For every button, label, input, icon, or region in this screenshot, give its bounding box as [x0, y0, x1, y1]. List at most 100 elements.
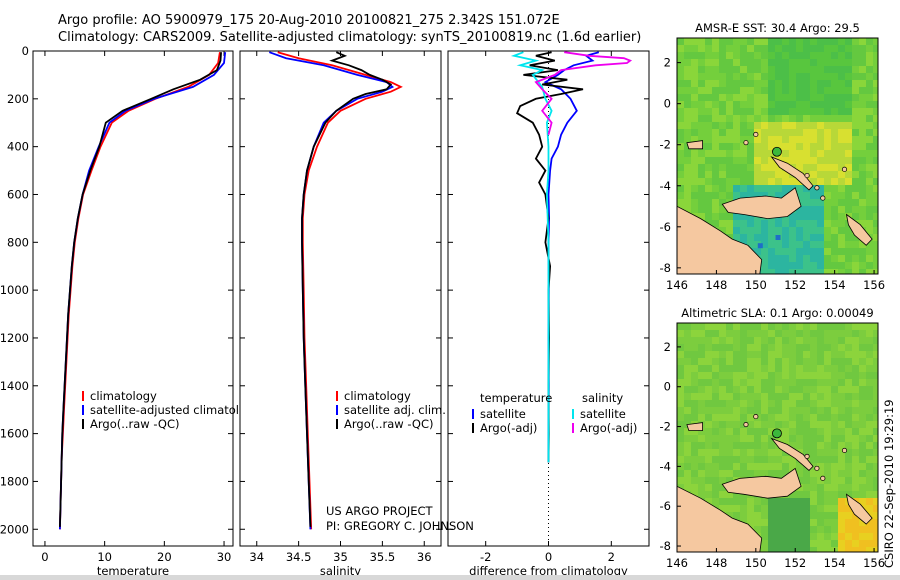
map-cell: [831, 393, 838, 400]
map-cell: [747, 164, 754, 171]
map-cell: [803, 540, 810, 547]
map-cell: [733, 442, 740, 449]
map-cell: [796, 393, 803, 400]
map-cell: [810, 400, 817, 407]
map-cell: [838, 498, 845, 505]
map-cell: [845, 358, 852, 365]
map-cell: [852, 255, 859, 262]
map-cell: [705, 80, 712, 87]
map-cell: [684, 164, 691, 171]
map-cell: [691, 414, 698, 421]
map-cell: [817, 379, 824, 386]
map-cell: [796, 337, 803, 344]
map-cell: [831, 519, 838, 526]
map-cell: [803, 115, 810, 122]
map-cell: [873, 122, 878, 129]
map-cell: [705, 456, 712, 463]
map-cell: [845, 470, 852, 477]
map-cell: [782, 498, 789, 505]
map-cell: [796, 87, 803, 94]
map-cell: [873, 101, 878, 108]
map-cell: [810, 540, 817, 547]
map-cell: [845, 171, 852, 178]
map-cell: [824, 372, 831, 379]
map-cell: [859, 456, 866, 463]
sla_map-title: Altimetric SLA: 0.1 Argo: 0.00049: [681, 306, 873, 320]
difference-xtick-label: -2: [480, 550, 491, 564]
map-cell: [698, 435, 705, 442]
map-cell: [761, 498, 768, 505]
map-cell: [740, 323, 747, 330]
map-cell: [873, 255, 878, 262]
map-cell: [831, 38, 838, 45]
map-cell: [796, 435, 803, 442]
map-cell: [859, 199, 866, 206]
map-cell: [719, 344, 726, 351]
map-cell: [789, 136, 796, 143]
map-cell: [782, 456, 789, 463]
map-cell: [677, 136, 684, 143]
map-cell: [677, 66, 684, 73]
map-cell: [824, 414, 831, 421]
land-mass: [845, 213, 873, 246]
map-cell: [824, 337, 831, 344]
map-cell: [712, 122, 719, 129]
map-cell: [859, 435, 866, 442]
land-mass: [721, 467, 802, 499]
map-cell: [789, 248, 796, 255]
map-cell: [859, 157, 866, 164]
map-cell: [733, 414, 740, 421]
map-cell: [831, 101, 838, 108]
map-cell: [782, 171, 789, 178]
temperature-xtick-label: 0: [41, 550, 48, 564]
map-cell: [796, 164, 803, 171]
map-cell: [768, 393, 775, 400]
map-cell: [726, 80, 733, 87]
map-cell: [705, 470, 712, 477]
map-cell: [803, 323, 810, 330]
map-cell: [768, 519, 775, 526]
map-cell: [684, 143, 691, 150]
legend-label: climatology: [344, 389, 411, 403]
map-cell: [796, 52, 803, 59]
map-cell: [789, 526, 796, 533]
map-cell: [712, 456, 719, 463]
map-cell: [852, 519, 859, 526]
map-cell: [852, 393, 859, 400]
map-cell: [747, 519, 754, 526]
map-cell: [733, 129, 740, 136]
map-cell: [761, 463, 768, 470]
map-cell: [796, 407, 803, 414]
map-cell: [817, 80, 824, 87]
map-cell: [691, 449, 698, 456]
map-cell: [712, 164, 719, 171]
map-cell: [712, 393, 719, 400]
map-cell: [866, 206, 873, 213]
map-cell: [831, 87, 838, 94]
temperature-ytick-label: 1000: [0, 283, 29, 297]
island: [820, 475, 826, 481]
map-cell: [677, 108, 684, 115]
map-cell: [677, 337, 684, 344]
map-cell: [824, 185, 831, 192]
map-cell: [754, 337, 761, 344]
temperature-ytick-label: 200: [7, 92, 29, 106]
map-cell: [824, 45, 831, 52]
map-cell: [789, 45, 796, 52]
map-cell: [859, 393, 866, 400]
temperature-ytick-label: 1600: [0, 427, 29, 441]
map-cell: [866, 540, 873, 547]
map-cell: [817, 463, 824, 470]
map-cell: [824, 115, 831, 122]
map-cell: [705, 45, 712, 52]
map-cell: [740, 428, 747, 435]
map-cell: [803, 255, 810, 262]
map-cell: [768, 414, 775, 421]
map-cell: [817, 512, 824, 519]
map-cell: [831, 491, 838, 498]
map-cell: [733, 234, 740, 241]
map-cell: [866, 372, 873, 379]
map-cell: [782, 393, 789, 400]
map-cell: [845, 108, 852, 115]
map-cell: [740, 337, 747, 344]
